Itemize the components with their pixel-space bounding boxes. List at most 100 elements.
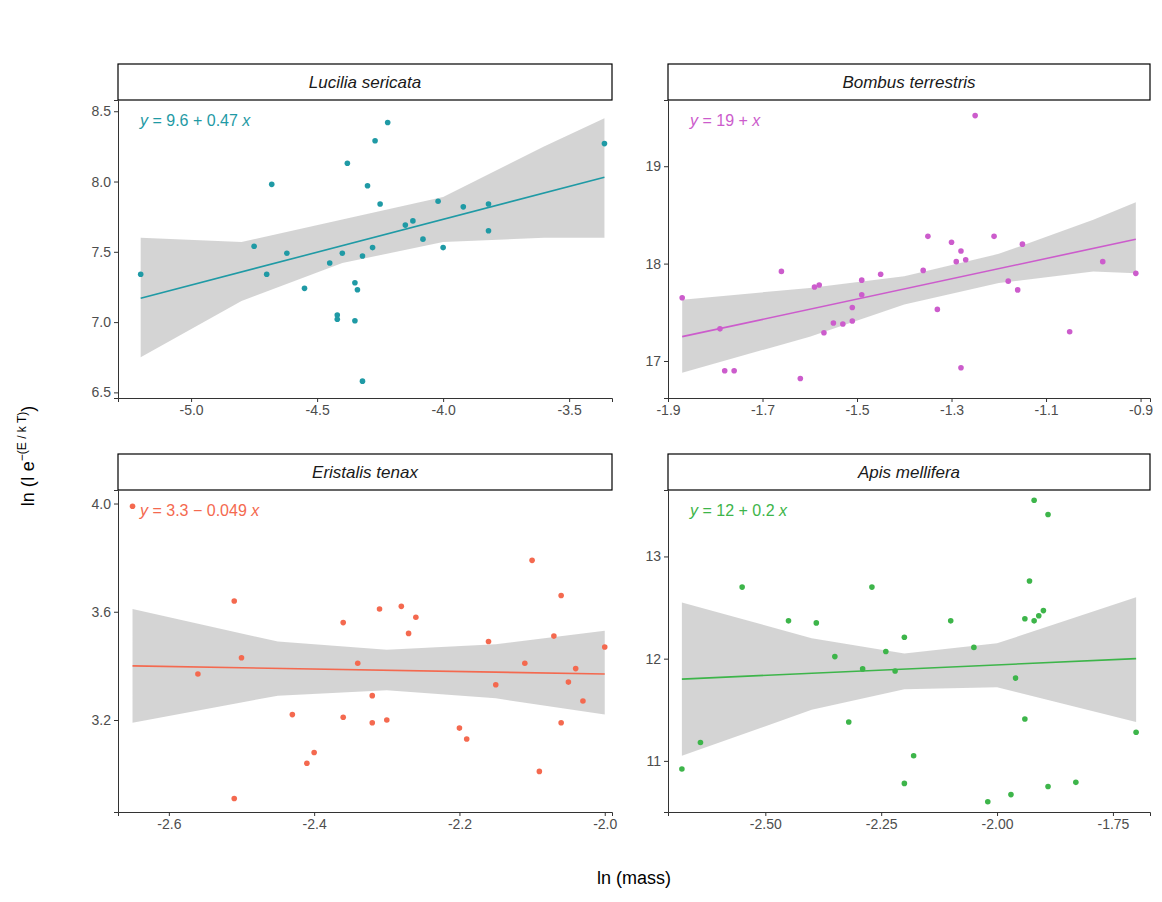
tick-mark bbox=[114, 392, 118, 393]
tick: -2.50 bbox=[750, 812, 782, 832]
tick: -4.0 bbox=[432, 398, 456, 418]
point bbox=[816, 282, 822, 288]
point bbox=[883, 649, 889, 655]
point bbox=[399, 604, 405, 610]
point bbox=[602, 141, 608, 147]
strip bbox=[118, 454, 612, 490]
panel: Bombus terrestris-1.9-1.7-1.5-1.3-1.1-0.… bbox=[645, 64, 1153, 418]
point bbox=[849, 305, 855, 311]
point bbox=[457, 725, 463, 731]
point bbox=[1045, 784, 1051, 790]
tick-label: -2.6 bbox=[157, 816, 181, 832]
axis-line bbox=[669, 813, 1151, 817]
strip bbox=[118, 64, 612, 100]
plot-area bbox=[679, 497, 1139, 804]
tick: -4.5 bbox=[306, 398, 330, 418]
point bbox=[1022, 616, 1028, 622]
fit-line bbox=[133, 666, 605, 674]
point bbox=[231, 598, 237, 604]
point bbox=[460, 204, 466, 210]
tick-label: -1.3 bbox=[940, 402, 964, 418]
point bbox=[602, 644, 608, 650]
point bbox=[284, 250, 290, 256]
point bbox=[878, 272, 884, 278]
axis-line bbox=[114, 101, 119, 399]
point bbox=[679, 766, 685, 772]
point bbox=[420, 236, 426, 242]
point bbox=[902, 781, 908, 787]
axis-line bbox=[664, 491, 669, 813]
axis-line bbox=[669, 399, 1151, 403]
tick-label: 11 bbox=[646, 753, 661, 769]
point bbox=[340, 620, 346, 626]
tick: 4.0 bbox=[92, 496, 118, 512]
y-axis: 17 18 19 bbox=[645, 101, 668, 399]
tick: 8.5 bbox=[92, 103, 118, 119]
point bbox=[406, 631, 412, 637]
point bbox=[384, 717, 390, 723]
point bbox=[1045, 512, 1051, 518]
point bbox=[869, 584, 875, 590]
point bbox=[360, 253, 366, 259]
tick-label: 3.6 bbox=[92, 604, 112, 620]
tick-mark bbox=[114, 720, 118, 721]
point bbox=[372, 138, 378, 144]
panel-title: Bombus terrestris bbox=[842, 73, 976, 92]
tick-mark bbox=[664, 361, 668, 362]
axis-line bbox=[664, 101, 669, 399]
point bbox=[360, 378, 366, 384]
point bbox=[1036, 613, 1042, 619]
point bbox=[1041, 608, 1047, 614]
y-axis: 11 12 13 bbox=[645, 491, 668, 813]
tick: -1.9 bbox=[656, 398, 680, 418]
panel-title: Apis mellifera bbox=[857, 463, 960, 482]
tick-label: 17 bbox=[645, 353, 661, 369]
point bbox=[573, 666, 579, 672]
tick-label: -2.50 bbox=[750, 816, 782, 832]
point bbox=[369, 720, 375, 726]
point bbox=[963, 257, 969, 263]
plot-area bbox=[130, 503, 608, 801]
point bbox=[522, 660, 528, 666]
confidence-band bbox=[682, 202, 1136, 372]
point bbox=[985, 799, 991, 805]
point bbox=[972, 113, 978, 119]
point bbox=[410, 218, 416, 224]
tick-label: 12 bbox=[645, 651, 661, 667]
tick: -3.5 bbox=[558, 398, 582, 418]
tick-mark bbox=[114, 111, 118, 112]
point bbox=[1013, 675, 1019, 681]
point bbox=[365, 183, 371, 189]
point bbox=[779, 269, 785, 275]
tick-mark bbox=[664, 659, 668, 660]
point bbox=[821, 330, 827, 336]
tick: 19 bbox=[645, 158, 668, 174]
tick-label: 3.2 bbox=[92, 712, 112, 728]
plot-area bbox=[138, 118, 607, 384]
tick: -2.6 bbox=[157, 812, 181, 832]
tick-label: -0.9 bbox=[1129, 402, 1153, 418]
tick: 11 bbox=[646, 753, 668, 769]
point bbox=[537, 769, 543, 775]
tick-label: 19 bbox=[645, 158, 661, 174]
point bbox=[486, 201, 492, 207]
tick-mark bbox=[664, 556, 668, 557]
tick-label: -3.5 bbox=[558, 402, 582, 418]
tick: 18 bbox=[645, 256, 668, 272]
point bbox=[239, 655, 245, 661]
panel: Eristalis tenax-2.6-2.4-2.2-2.03.23.64.0… bbox=[92, 454, 618, 832]
strip bbox=[668, 64, 1150, 100]
tick-label: 13 bbox=[645, 548, 661, 564]
tick-mark bbox=[114, 182, 118, 183]
point bbox=[558, 593, 564, 599]
tick-label: 4.0 bbox=[92, 496, 112, 512]
point bbox=[892, 668, 898, 674]
point bbox=[355, 660, 361, 666]
point bbox=[486, 639, 492, 645]
point bbox=[953, 259, 959, 265]
fit-line bbox=[682, 239, 1136, 336]
point bbox=[377, 201, 383, 207]
tick: 17 bbox=[645, 353, 668, 369]
tick-label: 7.5 bbox=[92, 244, 112, 260]
y-axis: 6.57.07.58.08.5 bbox=[92, 101, 119, 401]
